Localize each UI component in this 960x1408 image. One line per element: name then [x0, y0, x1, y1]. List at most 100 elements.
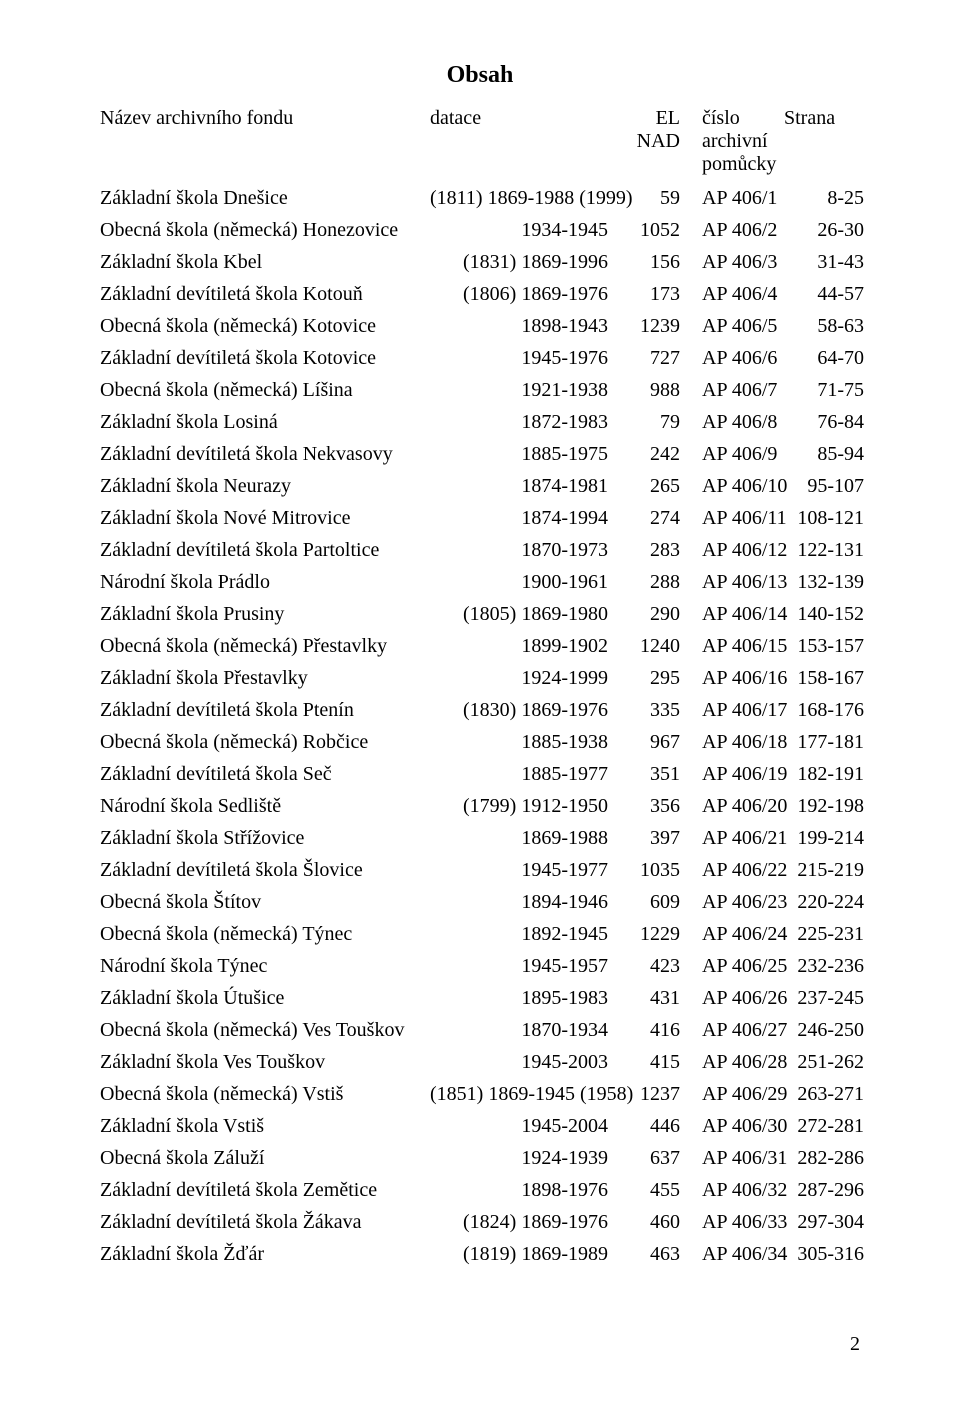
cell-arch: AP 406/8 [686, 402, 784, 434]
cell-page: 237-245 [784, 978, 864, 1010]
cell-page: 220-224 [784, 882, 864, 914]
cell-date: 1885-1938 [430, 722, 628, 754]
table-row: Základní škola Prusiny(1805) 1869-198029… [100, 594, 864, 626]
cell-el: 1240 [628, 626, 686, 658]
cell-arch: AP 406/3 [686, 242, 784, 274]
cell-page: 108-121 [784, 498, 864, 530]
cell-date: 1885-1977 [430, 754, 628, 786]
cell-name: Základní škola Žďár [100, 1234, 430, 1266]
table-row: Obecná škola (německá) Týnec1892-1945122… [100, 914, 864, 946]
cell-page: 31-43 [784, 242, 864, 274]
hdr-page: Strana [784, 107, 864, 178]
cell-date: 1870-1973 [430, 530, 628, 562]
cell-arch: AP 406/16 [686, 658, 784, 690]
cell-arch: AP 406/32 [686, 1170, 784, 1202]
cell-el: 1237 [628, 1074, 686, 1106]
cell-name: Základní devítiletá škola Zemětice [100, 1170, 430, 1202]
hdr-arch-1: číslo [702, 107, 740, 129]
cell-el: 1052 [628, 210, 686, 242]
cell-page: 8-25 [784, 178, 864, 210]
page-number: 2 [850, 1333, 860, 1356]
cell-name: Obecná škola (německá) Vstiš [100, 1074, 430, 1106]
cell-name: Základní devítiletá škola Partoltice [100, 530, 430, 562]
cell-name: Národní škola Sedliště [100, 786, 430, 818]
table-header-row: Název archivního fondu datace EL NAD čís… [100, 107, 864, 178]
cell-arch: AP 406/20 [686, 786, 784, 818]
cell-date: (1831) 1869-1996 [430, 242, 628, 274]
cell-arch: AP 406/26 [686, 978, 784, 1010]
cell-name: Obecná škola (německá) Ves Touškov [100, 1010, 430, 1042]
cell-name: Obecná škola (německá) Kotovice [100, 306, 430, 338]
table-row: Základní škola Útušice1895-1983431AP 406… [100, 978, 864, 1010]
cell-name: Obecná škola (německá) Líšina [100, 370, 430, 402]
cell-name: Obecná škola (německá) Týnec [100, 914, 430, 946]
cell-arch: AP 406/29 [686, 1074, 784, 1106]
cell-arch: AP 406/30 [686, 1106, 784, 1138]
cell-date: 1898-1943 [430, 306, 628, 338]
cell-el: 283 [628, 530, 686, 562]
cell-date: 1924-1999 [430, 658, 628, 690]
cell-date: (1819) 1869-1989 [430, 1234, 628, 1266]
cell-el: 173 [628, 274, 686, 306]
table-row: Základní škola Nové Mitrovice1874-199427… [100, 498, 864, 530]
cell-el: 295 [628, 658, 686, 690]
table-row: Obecná škola (německá) Robčice1885-19389… [100, 722, 864, 754]
cell-date: 1945-1977 [430, 850, 628, 882]
cell-arch: AP 406/23 [686, 882, 784, 914]
table-row: Obecná škola (německá) Honezovice1934-19… [100, 210, 864, 242]
cell-date: 1945-1957 [430, 946, 628, 978]
cell-page: 282-286 [784, 1138, 864, 1170]
cell-el: 1229 [628, 914, 686, 946]
table-row: Základní škola Přestavlky1924-1999295AP … [100, 658, 864, 690]
hdr-el-2: NAD [637, 130, 680, 152]
cell-arch: AP 406/7 [686, 370, 784, 402]
cell-arch: AP 406/19 [686, 754, 784, 786]
cell-page: 246-250 [784, 1010, 864, 1042]
cell-arch: AP 406/21 [686, 818, 784, 850]
cell-el: 274 [628, 498, 686, 530]
cell-name: Základní škola Dnešice [100, 178, 430, 210]
cell-date: (1830) 1869-1976 [430, 690, 628, 722]
cell-page: 122-131 [784, 530, 864, 562]
cell-el: 242 [628, 434, 686, 466]
cell-page: 305-316 [784, 1234, 864, 1266]
cell-date: 1870-1934 [430, 1010, 628, 1042]
cell-name: Základní škola Vstiš [100, 1106, 430, 1138]
cell-arch: AP 406/15 [686, 626, 784, 658]
table-row: Obecná škola (německá) Kotovice1898-1943… [100, 306, 864, 338]
cell-arch: AP 406/10 [686, 466, 784, 498]
table-row: Základní devítiletá škola Kotovice1945-1… [100, 338, 864, 370]
hdr-el: EL NAD [628, 107, 686, 178]
cell-date: 1872-1983 [430, 402, 628, 434]
cell-el: 290 [628, 594, 686, 626]
cell-arch: AP 406/1 [686, 178, 784, 210]
cell-date: 1892-1945 [430, 914, 628, 946]
cell-page: 177-181 [784, 722, 864, 754]
cell-el: 265 [628, 466, 686, 498]
cell-date: 1900-1961 [430, 562, 628, 594]
table-row: Základní devítiletá škola Šlovice1945-19… [100, 850, 864, 882]
cell-page: 287-296 [784, 1170, 864, 1202]
cell-name: Obecná škola Záluží [100, 1138, 430, 1170]
cell-date: 1869-1988 [430, 818, 628, 850]
hdr-arch-3: pomůcky [702, 153, 776, 175]
cell-el: 727 [628, 338, 686, 370]
cell-arch: AP 406/31 [686, 1138, 784, 1170]
cell-date: 1945-2003 [430, 1042, 628, 1074]
cell-name: Národní škola Prádlo [100, 562, 430, 594]
cell-page: 71-75 [784, 370, 864, 402]
cell-page: 199-214 [784, 818, 864, 850]
table-row: Základní devítiletá škola Seč1885-197735… [100, 754, 864, 786]
cell-arch: AP 406/2 [686, 210, 784, 242]
cell-el: 356 [628, 786, 686, 818]
cell-el: 1035 [628, 850, 686, 882]
hdr-arch-2: archivní [702, 130, 768, 152]
cell-page: 153-157 [784, 626, 864, 658]
cell-name: Základní škola Prusiny [100, 594, 430, 626]
table-row: Základní škola Ves Touškov1945-2003415AP… [100, 1042, 864, 1074]
cell-page: 192-198 [784, 786, 864, 818]
cell-name: Základní devítiletá škola Nekvasovy [100, 434, 430, 466]
cell-arch: AP 406/4 [686, 274, 784, 306]
cell-date: 1921-1938 [430, 370, 628, 402]
hdr-date: datace [430, 107, 628, 178]
